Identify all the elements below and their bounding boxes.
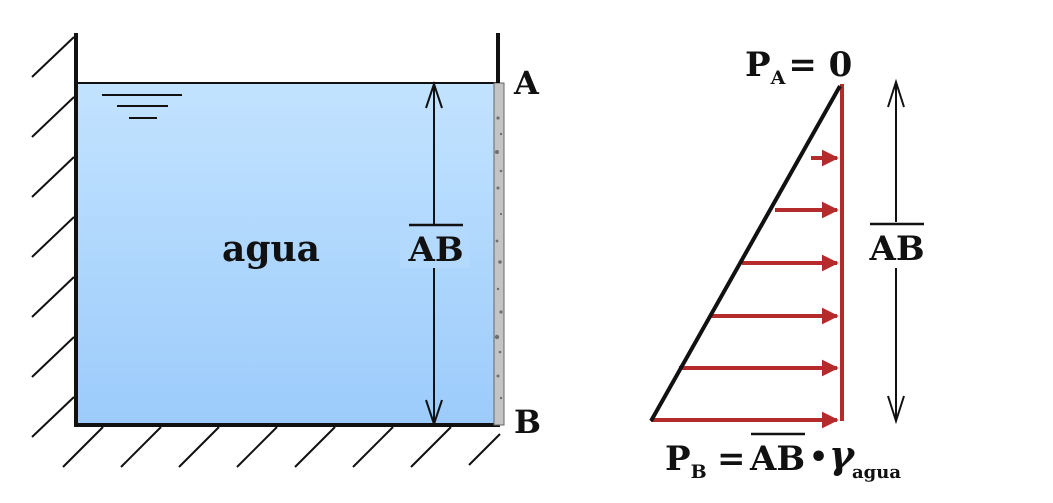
left-wall-hatching xyxy=(31,36,75,438)
tank: agua AB A B xyxy=(31,33,541,468)
pressure-dimension-label-background xyxy=(862,222,932,268)
gate-plate xyxy=(493,82,505,426)
gate-texture xyxy=(494,116,503,400)
point-a-label: A xyxy=(513,64,540,102)
pressure-triangle-edge xyxy=(649,85,842,422)
point-b-label: B xyxy=(514,403,541,441)
bottom-pressure-length: AB xyxy=(749,439,805,479)
svg-text:agua: agua xyxy=(852,462,901,483)
svg-text:γ: γ xyxy=(829,432,856,477)
svg-text:=: = xyxy=(717,439,746,479)
pressure-height-label: AB xyxy=(868,229,924,269)
svg-text:PA= 0: PA= 0 xyxy=(745,45,852,89)
svg-text:•: • xyxy=(809,440,828,475)
dimension-label-background xyxy=(400,226,470,268)
floor-hatching xyxy=(62,426,501,468)
tank-height-label: AB xyxy=(407,230,463,270)
svg-text:PB: PB xyxy=(665,439,707,483)
bottom-pressure-label: PB = AB • γ agua xyxy=(665,432,901,483)
top-pressure-label: PA= 0 xyxy=(745,45,852,89)
liquid-label: agua xyxy=(222,228,320,270)
pressure-distribution: AB PA= 0 PB = AB • γ agua xyxy=(649,45,932,483)
free-surface-symbol xyxy=(102,94,182,119)
pressure-arrows xyxy=(651,149,839,429)
